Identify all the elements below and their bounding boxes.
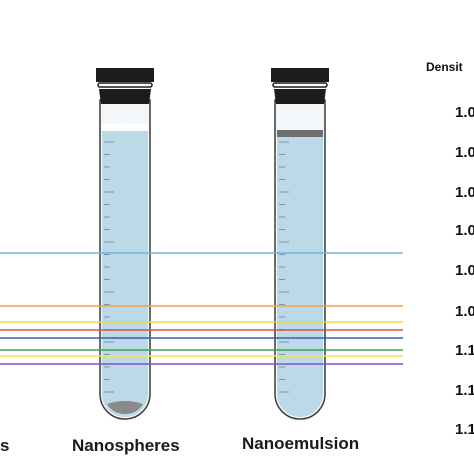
sediment-layer [107, 401, 143, 414]
density-reference-lines [0, 252, 403, 365]
cap-top [271, 68, 329, 82]
graduation-marks [104, 141, 114, 393]
cap-ring [97, 82, 153, 88]
nanospheres-tube [96, 68, 154, 420]
cap-top [96, 68, 154, 82]
nanoemulsion-tube [271, 68, 329, 420]
nanospheres-label: Nanospheres [72, 436, 180, 455]
density-value: 1.0 [455, 222, 474, 239]
top-white-layer [102, 123, 148, 131]
top-gray-band [277, 130, 323, 137]
density-value: 1.0 [455, 184, 474, 201]
liquid-column [277, 137, 323, 417]
density-value: 1.0 [455, 303, 474, 320]
density-value: 1.1 [455, 382, 474, 399]
cap-plug [274, 89, 326, 104]
nanoemulsion-label: Nanoemulsion [242, 434, 360, 453]
density-axis-title: Densit [426, 60, 463, 74]
density-value: 1.0 [455, 144, 474, 161]
density-value: 1.0 [455, 262, 474, 279]
density-value: 1.1 [455, 421, 474, 438]
left-partial-label: s [0, 436, 10, 455]
cap-ring [272, 82, 328, 88]
cap-plug [99, 89, 151, 104]
density-value: 1.1 [455, 342, 474, 359]
liquid-column [102, 131, 148, 417]
density-value: 1.0 [455, 104, 474, 121]
